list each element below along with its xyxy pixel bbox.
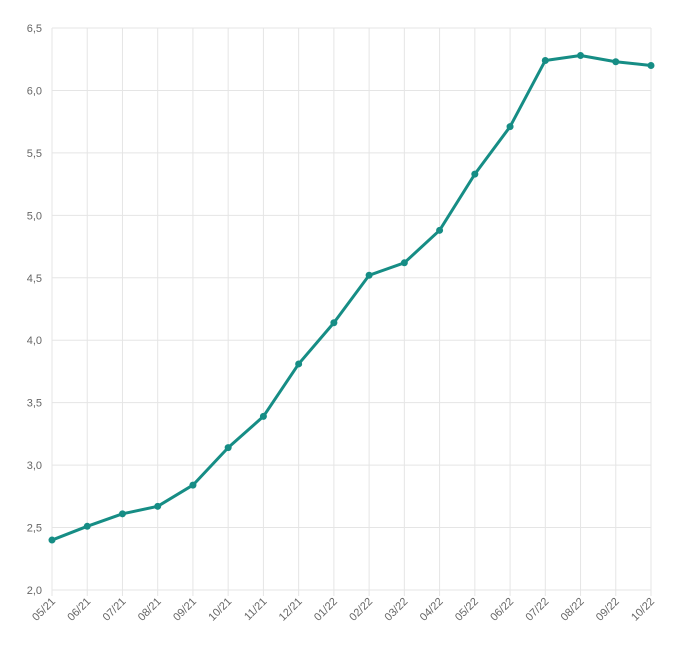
data-point bbox=[224, 444, 232, 452]
data-point bbox=[83, 522, 91, 530]
data-point bbox=[471, 170, 479, 178]
data-point bbox=[118, 510, 126, 518]
x-tick-label: 10/22 bbox=[629, 596, 657, 624]
y-tick-label: 3,0 bbox=[27, 460, 42, 472]
y-tick-label: 5,5 bbox=[27, 148, 42, 160]
x-tick-label: 02/22 bbox=[347, 596, 375, 624]
data-point bbox=[400, 259, 408, 267]
data-point bbox=[154, 502, 162, 510]
data-point bbox=[647, 61, 655, 69]
x-tick-label: 04/22 bbox=[418, 596, 446, 624]
data-point bbox=[506, 123, 514, 131]
y-tick-label: 2,0 bbox=[27, 585, 42, 597]
data-point bbox=[48, 536, 56, 544]
data-point bbox=[330, 319, 338, 327]
y-tick-label: 4,5 bbox=[27, 273, 42, 285]
y-tick-label: 2,5 bbox=[27, 523, 42, 535]
data-point bbox=[259, 412, 267, 420]
x-tick-label: 10/21 bbox=[206, 596, 234, 624]
x-tick-label: 06/22 bbox=[488, 596, 516, 624]
data-point bbox=[541, 56, 549, 64]
y-tick-label: 6,5 bbox=[27, 23, 42, 35]
data-point bbox=[189, 481, 197, 489]
x-tick-label: 09/22 bbox=[594, 596, 622, 624]
x-tick-label: 08/22 bbox=[559, 596, 587, 624]
data-point bbox=[577, 51, 585, 59]
y-tick-label: 3,5 bbox=[27, 398, 42, 410]
data-point bbox=[295, 360, 303, 368]
y-axis: 2,0 2,5 3,0 3,5 4,0 4,5 5,0 5,5 6,0 6,5 bbox=[27, 23, 42, 597]
series-line bbox=[50, 53, 653, 542]
x-tick-label: 08/21 bbox=[136, 596, 164, 624]
x-tick-label: 12/21 bbox=[277, 596, 305, 624]
data-point bbox=[436, 226, 444, 234]
grid-lines bbox=[51, 27, 652, 596]
y-tick-label: 6,0 bbox=[27, 85, 42, 97]
x-tick-label: 07/22 bbox=[523, 596, 551, 624]
data-point bbox=[365, 271, 373, 279]
x-tick-label: 03/22 bbox=[383, 596, 411, 624]
x-tick-label: 07/21 bbox=[101, 596, 129, 624]
x-tick-label: 05/21 bbox=[30, 596, 58, 624]
data-point bbox=[612, 58, 620, 66]
y-tick-label: 5,0 bbox=[27, 210, 42, 222]
x-tick-label: 09/21 bbox=[171, 596, 199, 624]
x-tick-label: 01/22 bbox=[312, 596, 340, 624]
x-tick-label: 11/21 bbox=[242, 596, 269, 623]
x-tick-label: 05/22 bbox=[453, 596, 481, 624]
x-tick-label: 06/21 bbox=[65, 596, 93, 624]
y-tick-label: 4,0 bbox=[27, 335, 42, 347]
x-axis: 05/21 06/21 07/21 08/21 09/21 10/21 11/21 12/21… bbox=[30, 596, 657, 624]
series bbox=[48, 51, 655, 544]
